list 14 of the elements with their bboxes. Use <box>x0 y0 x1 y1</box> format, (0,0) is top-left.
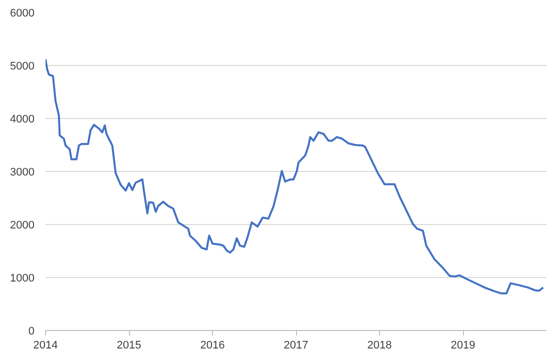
x-tick-label: 2014 <box>33 340 58 352</box>
y-tick-label: 6000 <box>10 8 35 20</box>
line-series <box>46 58 544 294</box>
y-tick-label: 5000 <box>10 60 35 72</box>
y-tick-label: 4000 <box>10 114 35 126</box>
y-tick-label: 0 <box>28 326 35 338</box>
x-tick-label: 2016 <box>200 340 225 352</box>
x-tick-label: 2015 <box>116 340 142 352</box>
y-tick-label: 1000 <box>10 272 35 284</box>
x-tick-label: 2017 <box>284 340 308 352</box>
y-tick-label: 2000 <box>10 220 35 232</box>
y-tick-label: 3000 <box>10 166 35 178</box>
x-tick-label: 2019 <box>450 340 476 352</box>
x-tick-label: 2018 <box>367 340 392 352</box>
